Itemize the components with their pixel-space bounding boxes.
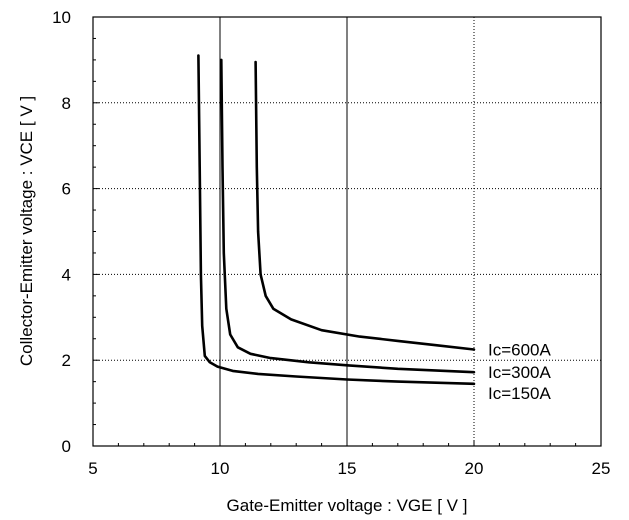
- y-tick-label: 6: [62, 180, 71, 199]
- minor-ticks: [92, 16, 602, 447]
- series-lines: [197, 54, 476, 386]
- series-line-ic-300a: [220, 58, 476, 374]
- y-tick-label: 0: [62, 437, 71, 456]
- y-tick-label: 8: [62, 94, 71, 113]
- series-label-ic-300a: Ic=300A: [488, 363, 552, 382]
- x-tick-labels: 5 10 15 20 25: [88, 459, 610, 478]
- y-tick-label: 4: [62, 265, 71, 284]
- y-tick-labels: 0 2 4 6 8 10: [52, 8, 71, 456]
- series-labels: Ic=150A Ic=300A Ic=600A: [488, 340, 552, 403]
- y-tick-label: 2: [62, 351, 71, 370]
- series-line-ic-150a: [197, 54, 476, 386]
- grid: [93, 17, 601, 446]
- series-label-ic-150a: Ic=150A: [488, 384, 552, 403]
- x-tick-label: 5: [88, 459, 97, 478]
- series-label-ic-600a: Ic=600A: [488, 340, 552, 359]
- x-axis-title: Gate-Emitter voltage : VGE [ V ]: [227, 496, 468, 515]
- x-tick-label: 20: [465, 459, 484, 478]
- y-tick-label: 10: [52, 8, 71, 27]
- x-tick-label: 25: [592, 459, 611, 478]
- y-axis-title: Collector-Emitter voltage : VCE [ V ]: [17, 96, 36, 366]
- x-tick-label: 15: [338, 459, 357, 478]
- series-line-ic-600a: [254, 60, 476, 351]
- x-tick-label: 10: [211, 459, 230, 478]
